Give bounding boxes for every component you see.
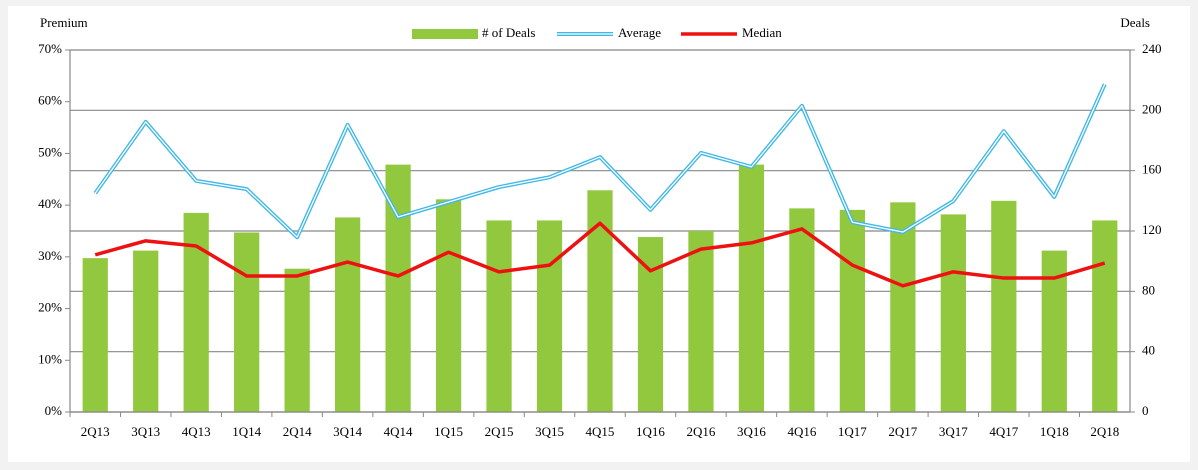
x-tick-label: 1Q17 bbox=[838, 424, 867, 439]
y2-tick-label: 80 bbox=[1142, 282, 1155, 297]
bar bbox=[536, 220, 563, 412]
y-tick-label: 50% bbox=[38, 144, 62, 159]
bar bbox=[890, 202, 916, 412]
x-tick-label: 4Q16 bbox=[787, 424, 816, 439]
legend-label: # of Deals bbox=[482, 25, 535, 40]
x-tick-label: 2Q17 bbox=[888, 424, 917, 439]
line-highlight bbox=[94, 83, 1106, 238]
x-tick-label: 1Q15 bbox=[434, 424, 463, 439]
y2-tick-label: 0 bbox=[1142, 403, 1149, 418]
bar bbox=[839, 209, 865, 412]
bar bbox=[1092, 220, 1118, 412]
y-tick-label: 60% bbox=[38, 93, 62, 108]
x-tick-label: 1Q16 bbox=[636, 424, 665, 439]
y2-tick-label: 40 bbox=[1142, 343, 1155, 358]
x-tick-label: 2Q16 bbox=[687, 424, 716, 439]
y2-tick-label: 240 bbox=[1142, 41, 1162, 56]
x-tick-label: 4Q17 bbox=[989, 424, 1018, 439]
y2-tick-label: 160 bbox=[1142, 162, 1162, 177]
x-tick-label: 3Q16 bbox=[737, 424, 766, 439]
x-tick-label: 2Q14 bbox=[283, 424, 312, 439]
bar bbox=[335, 217, 361, 412]
bar bbox=[82, 258, 108, 412]
bar bbox=[385, 164, 411, 412]
x-tick-label: 1Q18 bbox=[1040, 424, 1069, 439]
y2-tick-label: 200 bbox=[1142, 101, 1162, 116]
y-axis-label: Premium bbox=[40, 15, 88, 30]
x-tick-label: 4Q14 bbox=[384, 424, 413, 439]
legend-label: Median bbox=[742, 25, 782, 40]
x-tick-label: 3Q15 bbox=[535, 424, 564, 439]
x-tick-label: 2Q13 bbox=[81, 424, 110, 439]
x-tick-label: 3Q14 bbox=[333, 424, 362, 439]
y-tick-label: 10% bbox=[38, 351, 62, 366]
legend-swatch bbox=[412, 29, 478, 39]
legend-label: Average bbox=[618, 25, 661, 40]
bar bbox=[486, 220, 512, 412]
bar bbox=[738, 164, 765, 412]
x-tick-label: 2Q18 bbox=[1090, 424, 1119, 439]
bar bbox=[234, 232, 260, 412]
y-tick-label: 0% bbox=[45, 403, 63, 418]
y-tick-label: 70% bbox=[38, 41, 62, 56]
y-tick-label: 20% bbox=[38, 300, 62, 315]
x-tick-label: 2Q15 bbox=[485, 424, 514, 439]
bar bbox=[435, 199, 462, 412]
x-tick-label: 1Q14 bbox=[232, 424, 261, 439]
x-tick-label: 3Q17 bbox=[939, 424, 968, 439]
y-tick-label: 40% bbox=[38, 196, 62, 211]
y2-axis-label: Deals bbox=[1120, 15, 1150, 30]
x-tick-label: 4Q15 bbox=[586, 424, 615, 439]
bar bbox=[587, 190, 613, 412]
line bbox=[94, 221, 1106, 288]
bar bbox=[183, 212, 209, 412]
y-tick-label: 30% bbox=[38, 248, 62, 263]
bar bbox=[991, 200, 1017, 412]
y2-tick-label: 120 bbox=[1142, 222, 1162, 237]
bar bbox=[940, 214, 966, 412]
bar bbox=[284, 268, 310, 412]
x-tick-label: 4Q13 bbox=[182, 424, 211, 439]
x-tick-label: 3Q13 bbox=[131, 424, 160, 439]
bar bbox=[688, 231, 714, 412]
bar bbox=[789, 208, 815, 412]
bar bbox=[133, 250, 159, 412]
